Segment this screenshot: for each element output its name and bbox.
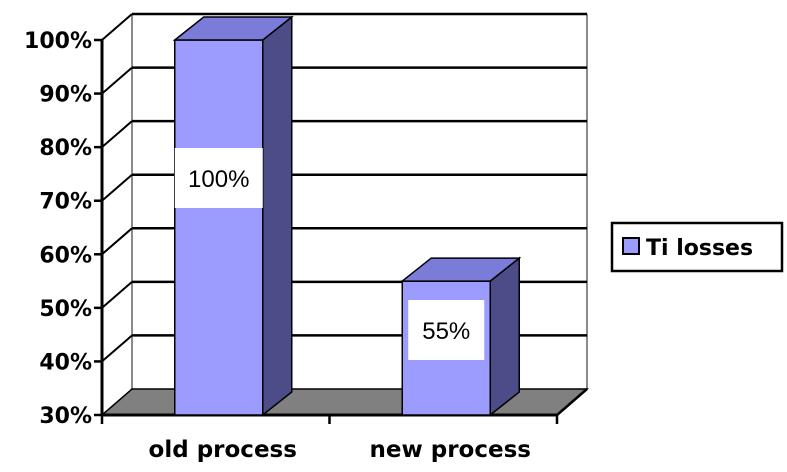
gridline-depth [101, 13, 133, 41]
labels: 100% old process 55% new process [149, 148, 531, 463]
bar-top [172, 16, 294, 41]
bar-side [489, 256, 520, 417]
legend-label: Ti losses [646, 236, 753, 261]
x-tick-label: old process [149, 437, 297, 463]
bar-side [262, 15, 293, 417]
bar [172, 15, 294, 417]
y-tick-label: 60% [39, 243, 92, 268]
y-tick-label: 40% [39, 350, 92, 375]
data-label: 100% [188, 166, 249, 193]
x-tick-label: new process [370, 437, 531, 463]
gridline-depth [101, 227, 133, 256]
legend-swatch [622, 237, 640, 255]
y-tick-label: 80% [39, 136, 92, 161]
y-tick-label: 100% [24, 29, 92, 54]
legend-box [610, 221, 784, 273]
axes: 30% 40% 50% 60% 70% 80% 90% 100% [24, 29, 588, 429]
data-label-box [408, 300, 485, 360]
legend: Ti losses [610, 221, 784, 273]
data-label: 55% [422, 318, 470, 345]
gridline-depth [101, 120, 133, 148]
bar-top [400, 257, 522, 282]
gridline-depth [101, 281, 133, 309]
y-tick-label: 90% [39, 83, 92, 108]
gridline-depth [101, 66, 133, 95]
y-tick-label: 30% [39, 404, 92, 429]
bar-front [174, 39, 264, 416]
y-tick-label: 70% [39, 190, 92, 215]
gridline-depth [101, 173, 133, 202]
x-axis-depth-edge [556, 388, 588, 416]
y-tick-label: 50% [39, 297, 92, 322]
gridline-depth [101, 334, 133, 363]
data-label-box [174, 148, 263, 208]
bars [172, 15, 522, 417]
